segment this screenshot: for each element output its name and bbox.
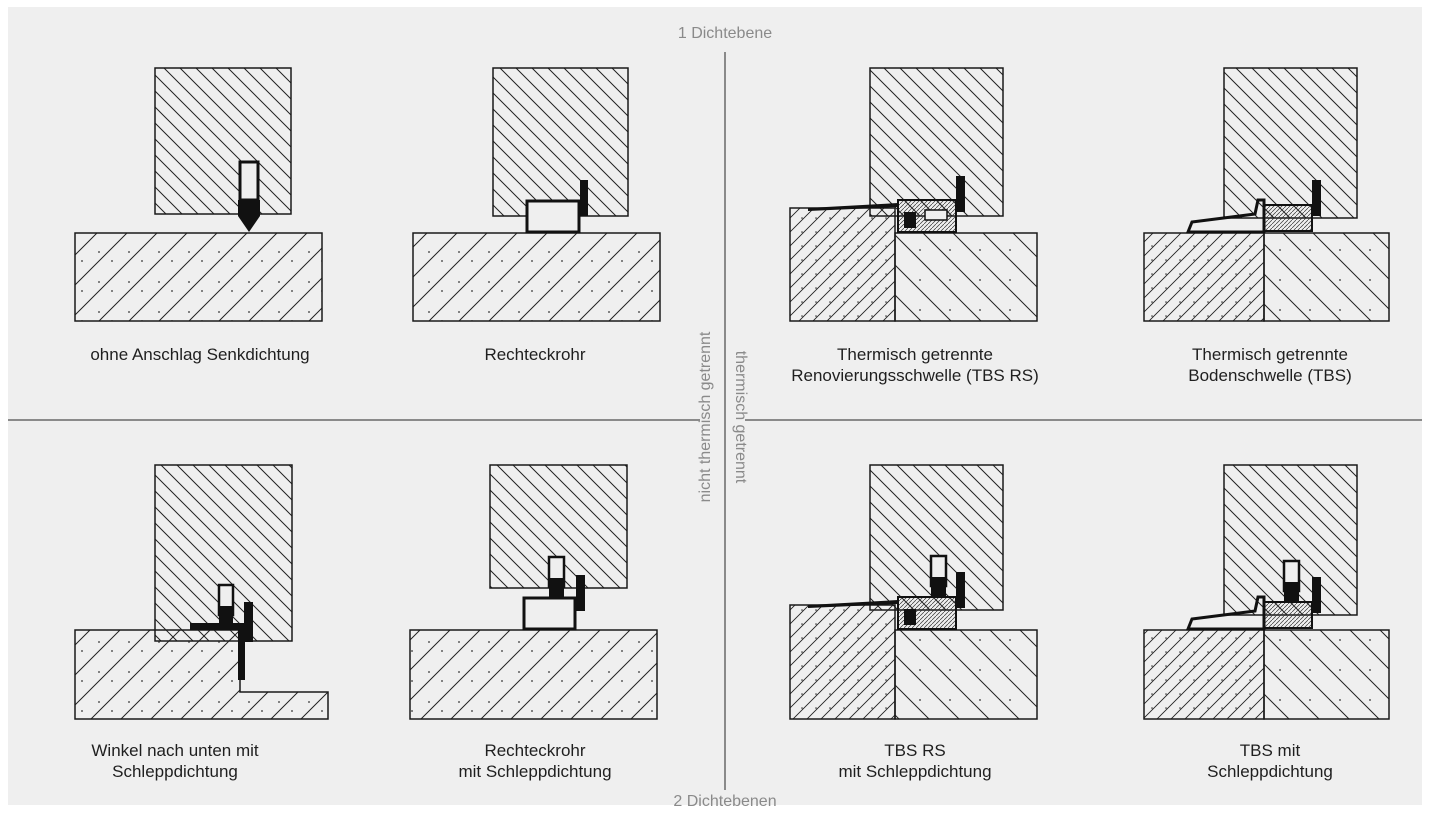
floor-slab xyxy=(894,629,1038,720)
insulation xyxy=(1143,232,1265,322)
detail-rechteckrohr-schlepp xyxy=(409,464,658,720)
detail-ohne-anschlag xyxy=(74,67,323,322)
existing-floor xyxy=(789,604,896,720)
caption-tbs-rs: Thermisch getrennte Renovierungsschwelle… xyxy=(780,344,1050,386)
caption-line: ohne Anschlag Senkdichtung xyxy=(90,345,310,364)
door-leaf xyxy=(492,67,629,217)
caption-line: mit Schleppdichtung xyxy=(458,762,612,781)
detail-tbs-rs xyxy=(789,67,1038,322)
axis-label-bottom: 2 Dichtebenen xyxy=(673,793,777,810)
floor-slab xyxy=(74,629,329,720)
caption-line: Bodenschwelle (TBS) xyxy=(1188,366,1352,385)
rectangular-tube xyxy=(522,596,577,631)
caption-line: TBS RS xyxy=(884,741,946,760)
caption-line: Renovierungsschwelle (TBS RS) xyxy=(791,366,1039,385)
caption-line: Schleppdichtung xyxy=(112,762,238,781)
caption-winkel: Winkel nach unten mit Schleppdichtung xyxy=(40,740,310,782)
rectangular-tube xyxy=(525,199,581,234)
detail-tbs-rs-schlepp xyxy=(789,464,1038,720)
door-leaf xyxy=(1223,67,1358,219)
door-leaf xyxy=(869,67,1004,217)
caption-line: TBS mit xyxy=(1239,741,1301,760)
caption-line: Thermisch getrennte xyxy=(1192,345,1348,364)
caption-tbs-schlepp: TBS mit Schleppdichtung xyxy=(1145,740,1395,782)
caption-line: Rechteckrohr xyxy=(484,741,586,760)
caption-line: Thermisch getrennte xyxy=(837,345,993,364)
axis-label-top: 1 Dichtebene xyxy=(677,25,773,42)
floor-slab xyxy=(409,629,658,720)
floor-slab xyxy=(1263,232,1390,322)
insulation xyxy=(1143,629,1265,720)
door-leaf xyxy=(154,67,292,215)
floor-slab xyxy=(1263,629,1390,720)
axis-label-right-vertical: thermisch getrennt xyxy=(732,350,749,484)
existing-floor xyxy=(789,207,896,322)
floor-slab xyxy=(412,232,661,322)
caption-line: Schleppdichtung xyxy=(1207,762,1333,781)
caption-line: Rechteckrohr xyxy=(484,345,586,364)
caption-rechteckrohr-schlepp: Rechteckrohr mit Schleppdichtung xyxy=(410,740,660,782)
caption-line: Winkel nach unten mit xyxy=(91,741,259,760)
caption-tbs: Thermisch getrennte Bodenschwelle (TBS) xyxy=(1135,344,1405,386)
caption-ohne-anschlag: ohne Anschlag Senkdichtung xyxy=(30,344,370,365)
caption-line: mit Schleppdichtung xyxy=(838,762,992,781)
axis-label-left-vertical: nicht thermisch getrennt xyxy=(697,331,714,503)
detail-rechteckrohr xyxy=(412,67,661,322)
floor-slab xyxy=(74,232,323,322)
detail-winkel xyxy=(74,464,329,720)
floor-slab xyxy=(894,232,1038,322)
caption-rechteckrohr: Rechteckrohr xyxy=(400,344,670,365)
detail-tbs-schlepp xyxy=(1143,464,1390,720)
detail-tbs xyxy=(1143,67,1390,322)
drop-seal xyxy=(238,160,260,202)
caption-tbs-rs-schlepp: TBS RS mit Schleppdichtung xyxy=(790,740,1040,782)
